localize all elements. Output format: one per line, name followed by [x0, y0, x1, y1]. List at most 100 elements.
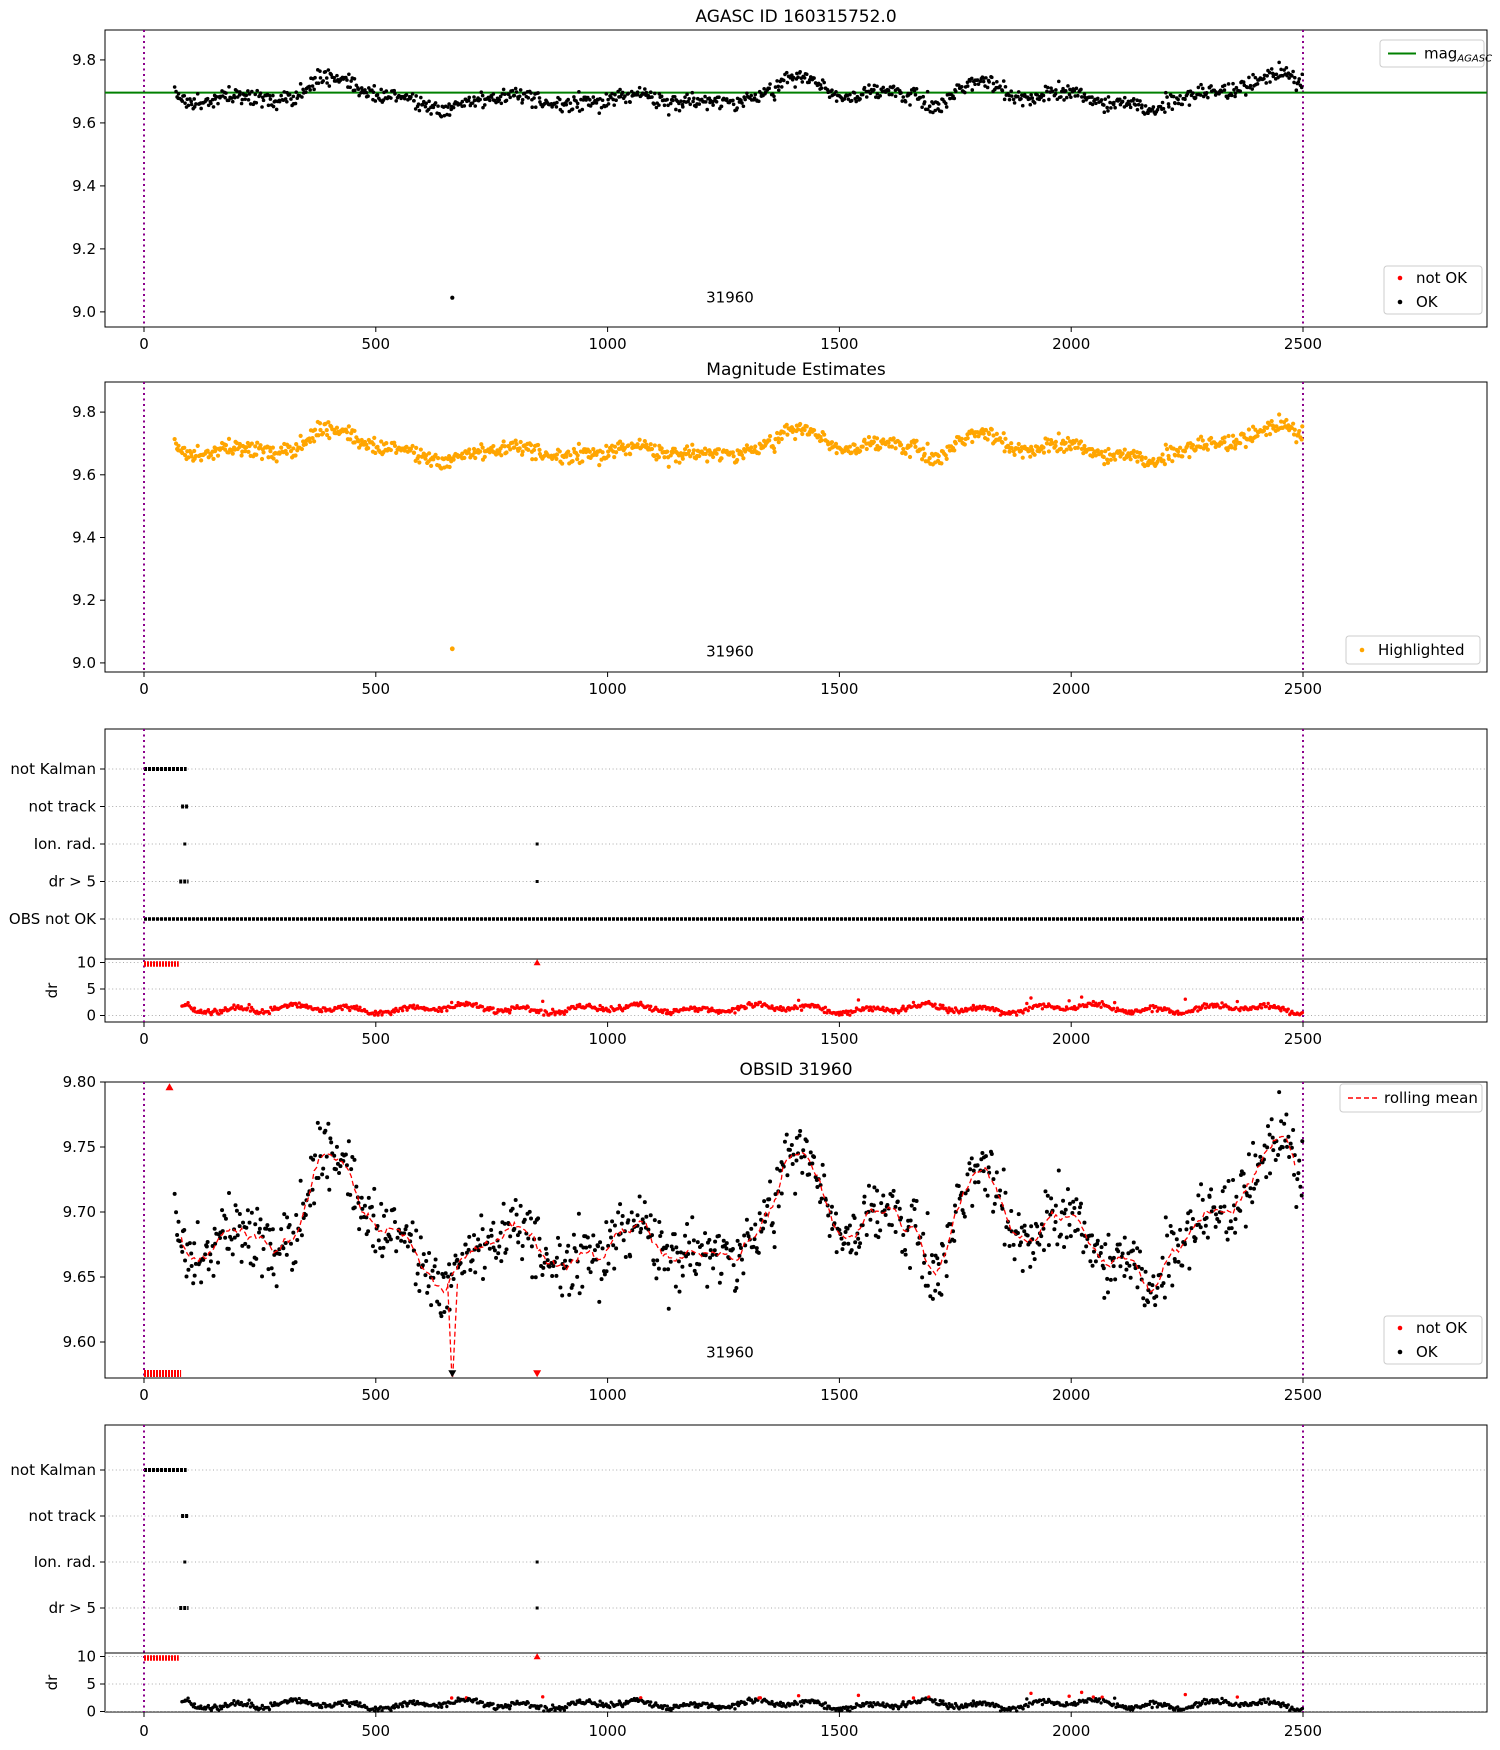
data-point [1135, 1285, 1140, 1290]
data-point [1050, 441, 1055, 446]
data-point [858, 97, 862, 101]
data-point [1126, 1251, 1131, 1256]
data-point [749, 1226, 754, 1231]
data-point [822, 1173, 827, 1178]
dr-point [910, 1700, 914, 1705]
data-point [1045, 1193, 1050, 1198]
x-tick-label: 1000 [589, 1386, 627, 1404]
data-point [922, 1260, 927, 1265]
data-point [827, 1233, 832, 1238]
data-point [431, 105, 436, 110]
data-point [413, 1282, 418, 1287]
data-point [353, 88, 357, 93]
data-point [864, 95, 869, 99]
data-point [1176, 1243, 1181, 1248]
data-point [900, 1249, 905, 1254]
data-point [1271, 1148, 1276, 1153]
data-point [230, 99, 235, 104]
data-point [691, 99, 695, 104]
data-point [903, 1252, 908, 1257]
data-point [568, 101, 573, 105]
data-point [991, 1177, 996, 1182]
x-tick-label: 2000 [1052, 680, 1090, 698]
data-point [1296, 1171, 1301, 1176]
data-point [1193, 447, 1198, 452]
data-point [479, 90, 484, 95]
data-point [1162, 462, 1167, 467]
data-point [533, 1275, 538, 1280]
dr-point [1021, 1707, 1025, 1711]
data-point [928, 1294, 933, 1299]
dr-point [258, 1010, 263, 1015]
data-point [793, 436, 798, 442]
data-point [1191, 91, 1195, 95]
data-point [487, 1246, 492, 1251]
data-point [991, 1209, 996, 1214]
data-point [1220, 1189, 1225, 1194]
data-point [1102, 462, 1107, 467]
data-point [914, 438, 919, 443]
data-point [174, 1210, 179, 1215]
data-point [1117, 1242, 1122, 1247]
data-point [240, 1243, 245, 1248]
data-point [731, 1263, 736, 1268]
data-point [893, 1229, 898, 1234]
data-point [952, 96, 957, 101]
data-point [1122, 447, 1127, 452]
scatter-ok [172, 60, 1305, 119]
data-point [520, 1257, 525, 1262]
data-point [554, 105, 559, 109]
data-point [246, 98, 251, 102]
data-point [927, 104, 932, 108]
data-point [1209, 84, 1213, 88]
dr-point [770, 1699, 774, 1704]
data-point [250, 89, 254, 94]
data-point [536, 1216, 541, 1221]
data-point [997, 436, 1003, 441]
data-point [560, 109, 564, 114]
data-point [560, 1293, 565, 1298]
data-point [852, 91, 857, 95]
dr-frame [104, 1652, 1488, 1713]
data-point [612, 103, 617, 107]
flag-row-label: not track [28, 1507, 96, 1525]
data-point [466, 450, 471, 455]
data-point [524, 1231, 529, 1236]
dr-point [405, 1008, 409, 1012]
data-point [254, 452, 259, 457]
data-point [1122, 1274, 1127, 1279]
data-point [1084, 1244, 1089, 1249]
dr-point [780, 1704, 784, 1708]
data-point [1213, 1224, 1218, 1229]
dr-point [596, 1007, 601, 1011]
data-point [1267, 432, 1273, 437]
data-point [512, 1226, 517, 1231]
data-point [1053, 443, 1058, 448]
data-point [271, 104, 276, 109]
data-point [439, 114, 444, 119]
data-point [793, 1191, 798, 1196]
data-point [628, 100, 632, 104]
data-point [834, 89, 838, 94]
data-point [326, 420, 331, 425]
dr-point [1040, 1007, 1045, 1011]
data-point [960, 84, 964, 89]
data-point [352, 1205, 357, 1210]
data-point [223, 95, 227, 100]
data-point [279, 445, 284, 450]
dr-point [758, 1696, 763, 1700]
data-point [713, 1239, 718, 1244]
dr-point [990, 1005, 995, 1010]
data-point [717, 1280, 722, 1285]
data-point [480, 93, 485, 98]
data-point [638, 1230, 643, 1235]
data-point [502, 92, 507, 97]
data-point [1012, 452, 1017, 457]
data-point [670, 1247, 675, 1252]
data-point [987, 80, 991, 84]
data-point [714, 451, 719, 456]
data-point [580, 459, 585, 464]
dr-point [1127, 1009, 1131, 1013]
dr-point [784, 1705, 788, 1709]
data-point [1106, 109, 1110, 113]
